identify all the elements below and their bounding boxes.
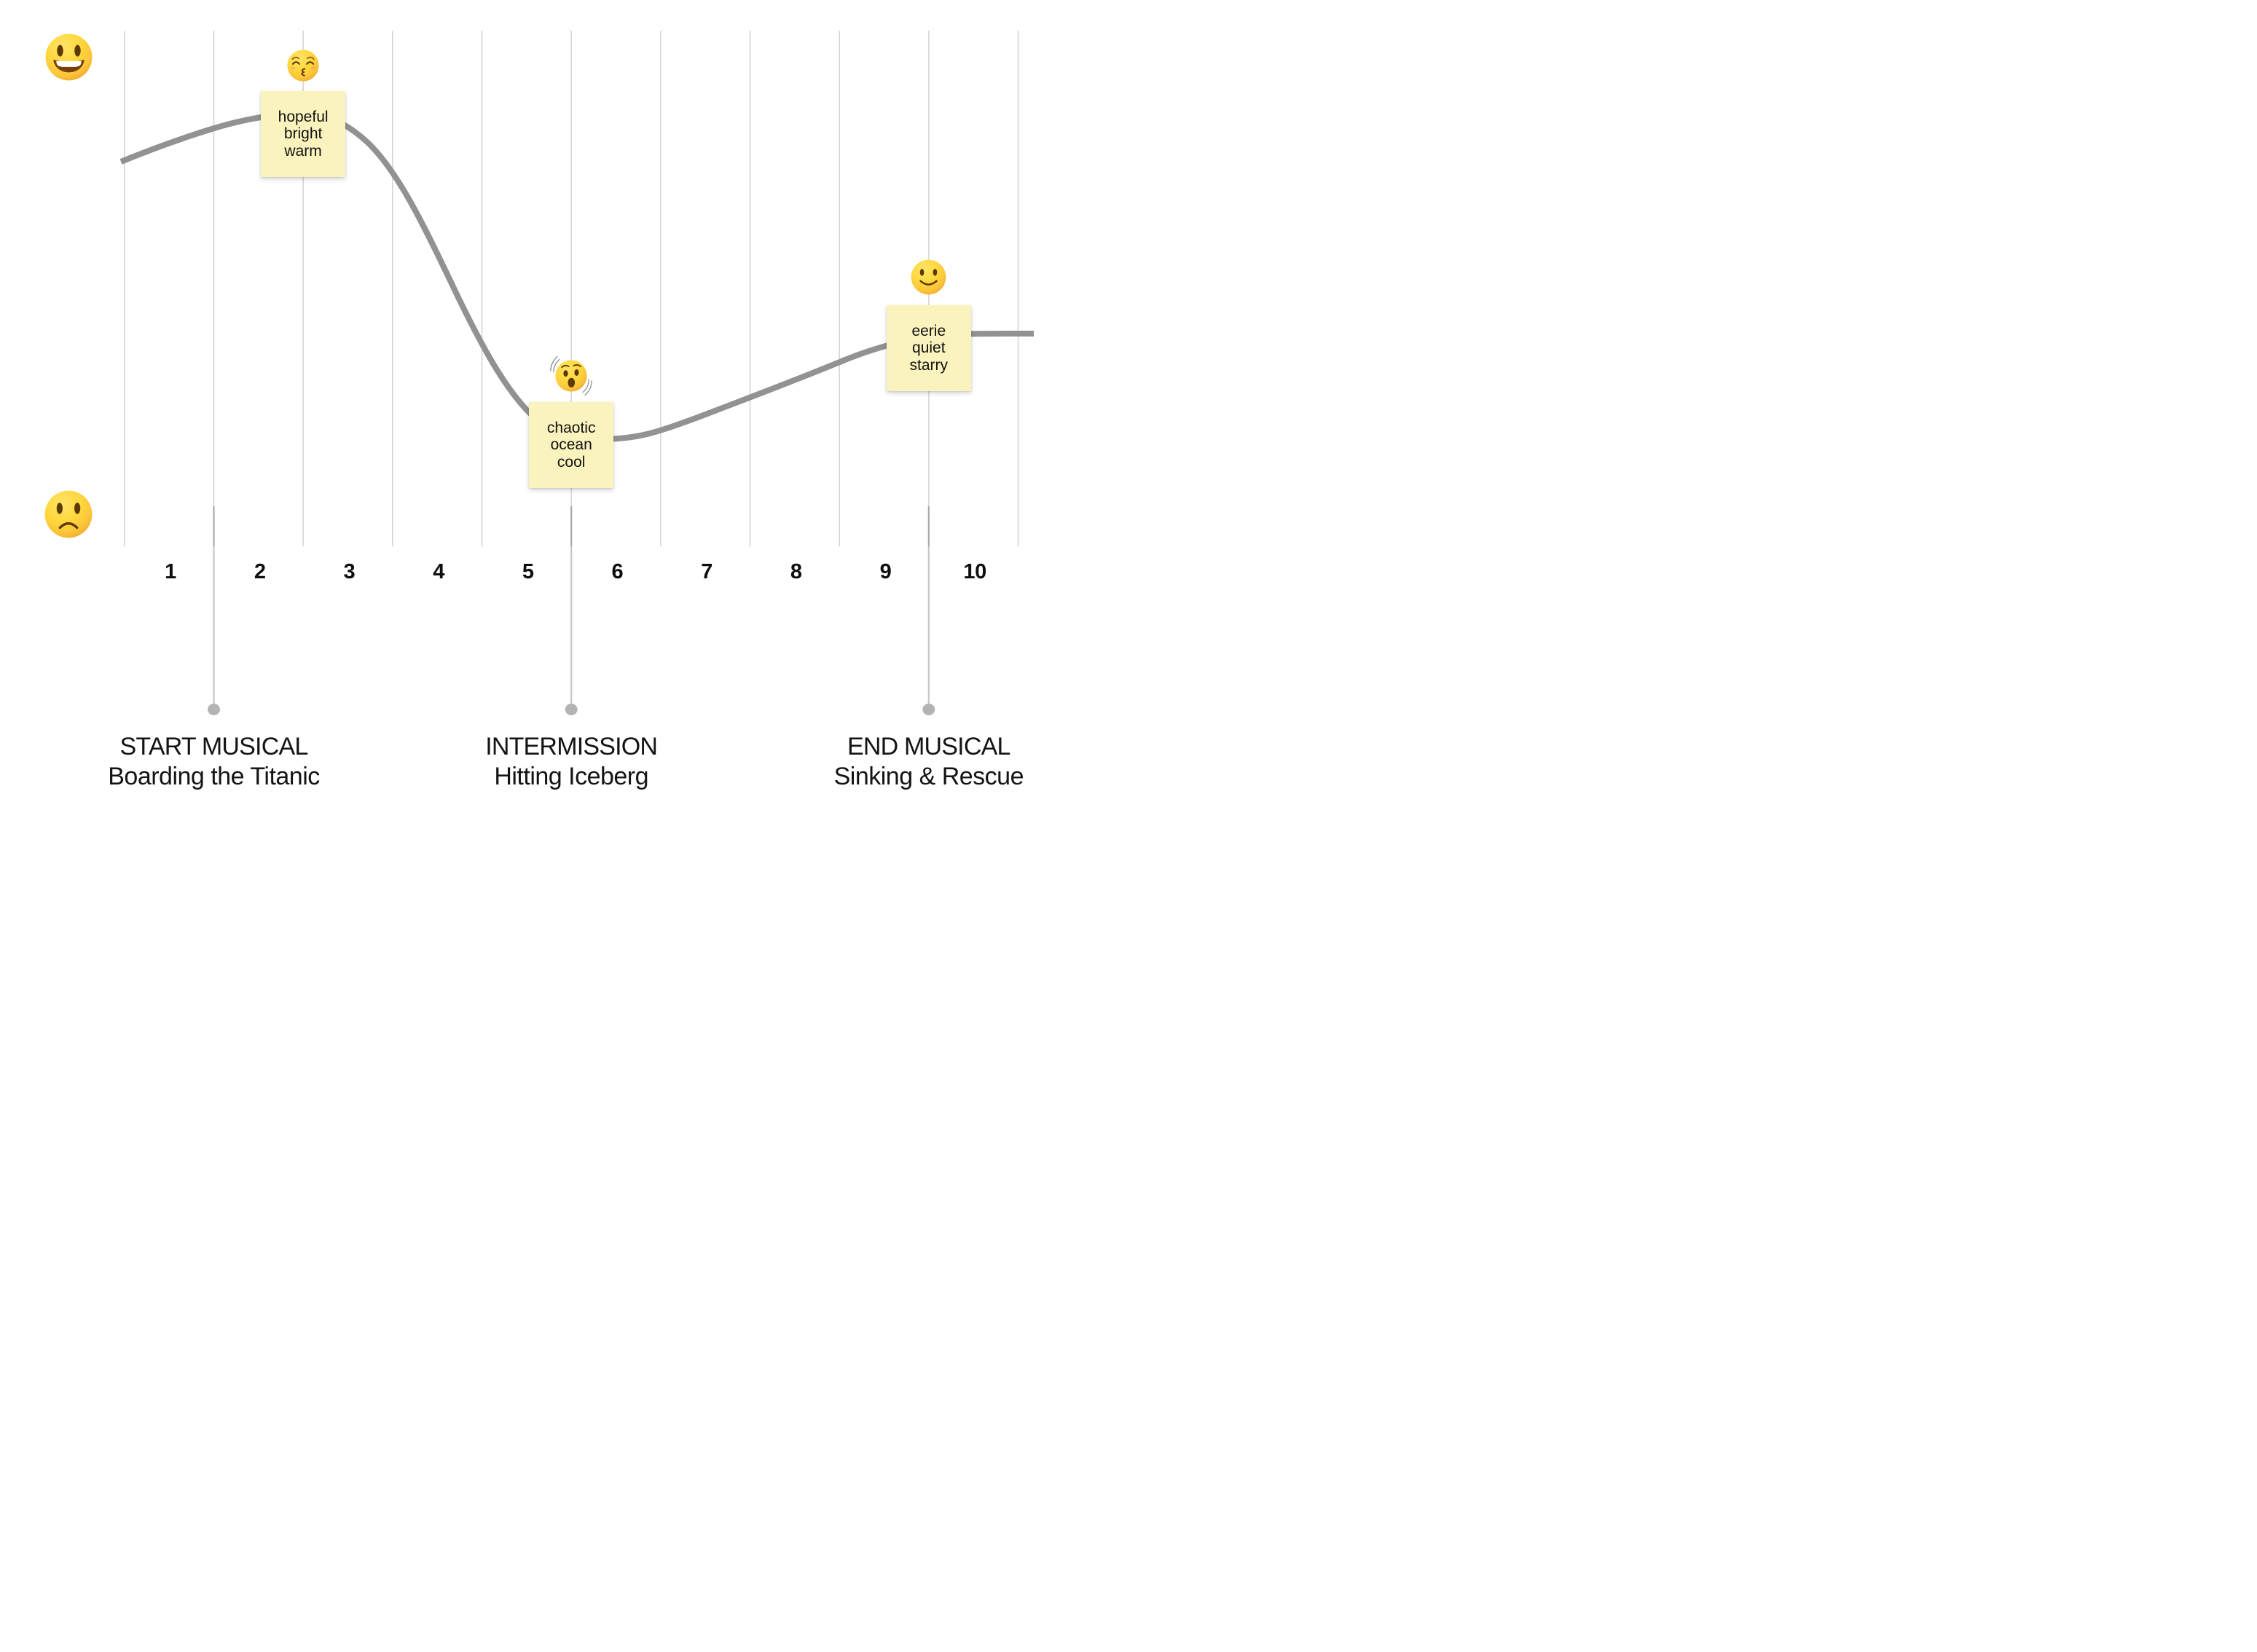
section-number: 2 <box>254 560 266 583</box>
section-number: 5 <box>522 560 534 583</box>
milestone-subtitle: Boarding the Titanic <box>108 763 320 790</box>
sticky-note[interactable]: hopeful bright warm <box>261 91 346 177</box>
section-number: 3 <box>343 560 356 583</box>
section-number: 6 <box>611 560 624 583</box>
milestone-dot <box>208 704 220 715</box>
shaking-face-icon <box>550 355 593 396</box>
milestone-title: INTERMISSION <box>485 733 658 760</box>
sticky-note-text: warm <box>284 142 322 160</box>
sticky-note-text: starry <box>909 356 949 374</box>
sticky-note-text: hopeful <box>278 108 329 125</box>
milestone-label: START MUSICAL Boarding the Titanic <box>61 732 367 792</box>
milestone-subtitle: Sinking & Rescue <box>833 763 1024 790</box>
grinning-face-icon <box>45 34 92 80</box>
sticky-note[interactable]: eerie quiet starry <box>886 305 971 392</box>
section-number: 7 <box>701 560 713 583</box>
sticky-note-text: bright <box>283 125 323 143</box>
sticky-note-text: ocean <box>550 436 592 454</box>
section-number: 10 <box>963 560 986 583</box>
milestone-label: INTERMISSION Hitting Iceberg <box>418 732 724 792</box>
slightly-frowning-face-icon <box>44 490 93 538</box>
milestone-subtitle: Hitting Iceberg <box>494 763 649 790</box>
sticky-note-text: cool <box>557 453 586 471</box>
section-number: 4 <box>433 560 445 583</box>
milestone-title: END MUSICAL <box>847 733 1010 760</box>
sticky-note-text: chaotic <box>546 419 596 436</box>
sticky-note-text: quiet <box>912 339 946 357</box>
milestone-title: START MUSICAL <box>119 733 309 760</box>
note-emoji-sticker[interactable] <box>286 48 321 83</box>
milestone-label: END MUSICAL Sinking & Rescue <box>776 732 1082 792</box>
kissing-face-with-closed-eyes-icon <box>287 50 319 82</box>
milestone-dot <box>565 704 578 715</box>
slightly-smiling-face-icon <box>911 259 946 294</box>
note-emoji-sticker[interactable] <box>549 354 593 398</box>
note-emoji-sticker[interactable] <box>909 258 948 296</box>
journey-map-canvas: 1 2 3 4 5 6 7 8 9 10 hopeful bright warm chaotic ocea… <box>0 0 1128 826</box>
section-number: 9 <box>879 560 892 583</box>
mood-scale-low-emoji[interactable] <box>42 488 95 540</box>
section-number: 8 <box>790 560 802 583</box>
milestone-dot <box>922 704 935 715</box>
sticky-note[interactable]: chaotic ocean cool <box>529 401 614 488</box>
mood-scale-high-emoji[interactable] <box>43 31 95 83</box>
sticky-note-text: eerie <box>911 322 946 339</box>
section-number: 1 <box>165 560 177 583</box>
